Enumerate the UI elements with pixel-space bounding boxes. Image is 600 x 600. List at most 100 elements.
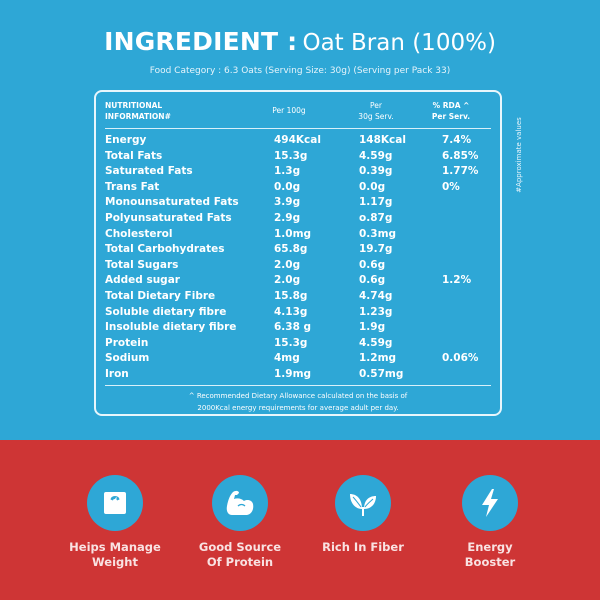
table-row: Total Sugars 2.0g 0.6g (96, 258, 500, 274)
per-serving-value: 4.59g (359, 336, 393, 349)
per-100g-value: 1.0mg (274, 227, 312, 240)
header-line: 30g Serv. (358, 112, 394, 121)
nutrient-name: Soluble dietary fibre (105, 305, 227, 318)
per-100g-value: 1.9mg (274, 367, 312, 380)
per-serving-value: 1.2mg (359, 352, 397, 365)
rda-value: 1.2% (442, 274, 472, 287)
table-body: Energy 494Kcal 148Kcal 7.4% Total Fats 15.3g… (96, 133, 500, 383)
per-100g-value: 2.0g (274, 274, 301, 287)
per-100g-value: 0.0g (274, 180, 301, 193)
feature-energy: Energy Booster (430, 475, 550, 570)
per-100g-value: 1.3g (274, 165, 301, 178)
table-row: Total Dietary Fibre 15.8g 4.74g (96, 289, 500, 305)
feature-manage-weight: Heips Manage Weight (55, 475, 175, 570)
per-serving-value: 148Kcal (359, 134, 406, 146)
per-serving-value: 1.17g (359, 196, 393, 209)
header-rda: % RDA ^ Per Serv. (421, 100, 481, 122)
per-serving-value: o.87g (359, 211, 393, 224)
nutrient-name: Monounsaturated Fats (105, 196, 239, 209)
approximate-values-note: #Approximate values (512, 100, 526, 210)
food-category-subtitle: Food Category : 6.3 Oats (Serving Size: … (149, 66, 451, 76)
rda-value: 6.85% (442, 149, 479, 162)
header-line: % RDA ^ (432, 101, 470, 110)
nutrition-table: NUTRITIONAL INFORMATION# Per 100g Per 30… (94, 90, 502, 416)
feature-icon-circle (335, 475, 391, 531)
per-serving-value: 1.9g (359, 321, 386, 334)
feature-label-line: Energy (467, 540, 513, 554)
table-row: Trans Fat 0.0g 0.0g 0% (96, 180, 500, 196)
per-100g-value: 15.8g (274, 289, 308, 302)
table-row: Protein 15.3g 4.59g (96, 336, 500, 352)
header-line: NUTRITIONAL (105, 101, 163, 110)
per-100g-value: 2.0g (274, 258, 301, 271)
nutrient-name: Total Dietary Fibre (105, 289, 216, 302)
table-row: Total Fats 15.3g 4.59g 6.85% (96, 149, 500, 165)
feature-label-line: Booster (464, 555, 516, 569)
feature-fiber: Rich In Fiber (303, 475, 423, 555)
table-header: NUTRITIONAL INFORMATION# Per 100g Per 30… (96, 100, 500, 128)
side-note-text: #Approximate values (515, 117, 523, 193)
table-row: Polyunsaturated Fats 2.9g o.87g (96, 211, 500, 227)
per-100g-value: 6.38 g (274, 321, 312, 334)
rda-value: 1.77% (442, 165, 479, 178)
per-serving-value: 0.3mg (359, 227, 397, 240)
per-serving-value: 0.57mg (359, 367, 404, 380)
header-line: INFORMATION# (105, 112, 171, 121)
header-line: Per (370, 101, 382, 110)
per-100g-value: 2.9g (274, 211, 301, 224)
feature-icon-circle (462, 475, 518, 531)
title-ingredient-value: Oat Bran (100%) (302, 30, 496, 56)
table-row: Insoluble dietary fibre 6.38 g 1.9g (96, 320, 500, 336)
nutrient-name: Trans Fat (105, 180, 160, 193)
feature-label: Heips Manage Weight (55, 540, 175, 570)
feature-icon-circle (212, 475, 268, 531)
header-per-100g: Per 100g (272, 106, 306, 115)
feature-icon-circle (87, 475, 143, 531)
table-row: Energy 494Kcal 148Kcal 7.4% (96, 133, 500, 149)
feature-label-line: Of Protein (206, 555, 274, 569)
nutrient-name: Polyunsaturated Fats (105, 211, 232, 224)
table-row: Soluble dietary fibre 4.13g 1.23g (96, 305, 500, 321)
per-100g-value: 4mg (274, 352, 300, 365)
per-serving-value: 0.6g (359, 258, 386, 271)
nutrient-name: Total Carbohydrates (105, 243, 225, 256)
nutrient-name: Total Sugars (105, 258, 179, 271)
per-serving-value: 0.39g (359, 165, 393, 178)
per-100g-value: 65.8g (274, 243, 308, 256)
table-row: Sodium 4mg 1.2mg 0.06% (96, 351, 500, 367)
rda-value: 0% (442, 180, 460, 193)
feature-protein: Good Source Of Protein (180, 475, 300, 570)
feature-label-line: Weight (92, 555, 138, 569)
per-serving-value: 4.59g (359, 149, 393, 162)
footnote-line: 2000Kcal energy requirements for average… (197, 404, 399, 412)
per-serving-value: 4.74g (359, 289, 393, 302)
feature-label: Good Source Of Protein (180, 540, 300, 570)
per-100g-value: 4.13g (274, 305, 308, 318)
leaves-icon (350, 494, 376, 516)
nutrient-name: Protein (105, 336, 149, 349)
per-100g-value: 15.3g (274, 149, 308, 162)
lightning-bolt-icon (482, 489, 498, 517)
table-row: Monounsaturated Fats 3.9g 1.17g (96, 195, 500, 211)
header-nutritional-information: NUTRITIONAL INFORMATION# (105, 100, 171, 122)
table-row: Added sugar 2.0g 0.6g 1.2% (96, 273, 500, 289)
header-line: Per Serv. (431, 112, 471, 121)
weighing-scale-icon (104, 492, 126, 514)
header-per-serving: Per 30g Serv. (346, 100, 406, 122)
title-ingredient-label: INGREDIENT : (104, 27, 298, 56)
feature-label: Rich In Fiber (303, 540, 423, 555)
nutrient-name: Sodium (105, 352, 150, 365)
per-serving-value: 0.6g (359, 274, 386, 287)
footnote-line: ^ Recommended Dietary Allowance calculat… (188, 392, 408, 400)
per-serving-value: 0.0g (359, 180, 386, 193)
page-title: INGREDIENT : Oat Bran (100%) (0, 27, 600, 56)
table-row: Total Carbohydrates 65.8g 19.7g (96, 242, 500, 258)
per-serving-value: 19.7g (359, 243, 393, 256)
feature-label-line: Heips Manage (69, 540, 161, 554)
flexed-arm-icon (226, 490, 254, 515)
per-100g-value: 15.3g (274, 336, 308, 349)
nutrient-name: Cholesterol (105, 227, 173, 240)
nutrient-name: Insoluble dietary fibre (105, 321, 237, 334)
per-serving-value: 1.23g (359, 305, 393, 318)
nutrient-name: Total Fats (105, 149, 163, 162)
